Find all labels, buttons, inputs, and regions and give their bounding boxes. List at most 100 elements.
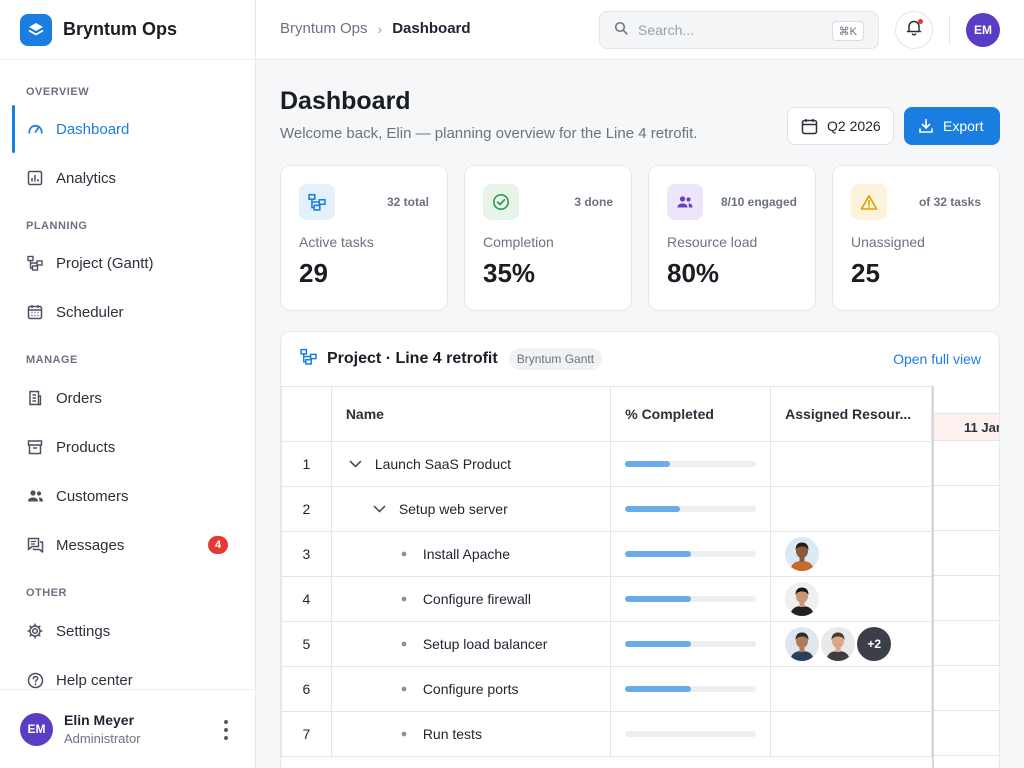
percent-cell[interactable] — [610, 441, 772, 487]
gantt-icon — [299, 184, 335, 220]
column-header-name[interactable]: Name — [330, 386, 612, 442]
gantt-panel: Project · Line 4 retrofit Bryntum Gantt … — [280, 331, 1000, 768]
sidebar-item-gantt[interactable]: Project (Gantt) — [12, 242, 244, 284]
brand[interactable]: Bryntum Ops — [0, 0, 255, 60]
notifications-button[interactable] — [895, 11, 933, 49]
people-icon — [667, 184, 703, 220]
open-full-view-link[interactable]: Open full view — [893, 351, 981, 367]
task-name-cell[interactable]: Configure ports — [330, 666, 612, 712]
progress-bar — [625, 551, 757, 557]
percent-cell[interactable] — [610, 711, 772, 757]
column-header-index — [281, 386, 332, 442]
more-options-icon[interactable] — [223, 720, 229, 740]
task-name-cell[interactable]: Launch SaaS Product — [330, 441, 612, 487]
kpi-value: 29 — [299, 258, 328, 288]
resource-avatar[interactable] — [821, 627, 856, 661]
task-name: Configure ports — [422, 681, 519, 697]
sidebar-item-settings[interactable]: Settings — [12, 610, 244, 652]
percent-cell[interactable] — [610, 666, 772, 712]
resources-cell[interactable] — [770, 486, 932, 532]
breadcrumb-root[interactable]: Bryntum Ops — [280, 20, 368, 37]
sidebar-item-analytics[interactable]: Analytics — [12, 157, 244, 199]
user-avatar[interactable]: EM — [966, 13, 1000, 47]
table-row[interactable]: 1 Launch SaaS Product — [281, 441, 932, 487]
row-index: 3 — [281, 531, 332, 577]
chevron-down-icon[interactable] — [346, 460, 366, 468]
kpi-label: Completion — [483, 234, 554, 250]
kpi-meta: of 32 tasks — [918, 195, 981, 209]
help-icon — [26, 671, 44, 689]
resource-avatar[interactable] — [785, 627, 820, 661]
task-name-cell[interactable]: Configure firewall — [330, 576, 612, 622]
progress-bar — [625, 506, 757, 512]
progress-fill — [625, 551, 691, 557]
gantt-icon — [300, 348, 317, 370]
user-card[interactable]: EM Elin Meyer Administrator — [0, 689, 255, 768]
progress-fill — [625, 506, 681, 512]
table-row[interactable]: 6 Configure ports — [281, 666, 932, 712]
progress-bar — [625, 461, 757, 467]
task-name: Run tests — [422, 726, 482, 742]
chevron-down-icon[interactable] — [370, 505, 390, 513]
breadcrumb-current: Dashboard — [392, 20, 471, 37]
table-row[interactable]: 3 Install Apache — [281, 531, 932, 577]
sidebar-item-label: Help center — [56, 671, 133, 689]
page-title: Dashboard — [280, 87, 411, 115]
period-picker-button[interactable]: Q2 2026 — [787, 107, 894, 145]
percent-cell[interactable] — [610, 576, 772, 622]
table-row[interactable]: 2 Setup web server — [281, 486, 932, 532]
sidebar-item-messages[interactable]: Messages 4 — [12, 524, 244, 566]
bell-icon — [906, 19, 922, 41]
table-row[interactable]: 7 Run tests — [281, 711, 932, 757]
resources-cell[interactable] — [770, 666, 932, 712]
app-name: Bryntum Ops — [63, 19, 178, 39]
more-resources-badge[interactable]: +2 — [857, 627, 892, 661]
sidebar-item-orders[interactable]: Orders — [12, 377, 244, 419]
timeline-header-top — [934, 386, 999, 414]
sidebar-item-help[interactable]: Help center — [12, 659, 244, 701]
section-other: OTHER — [26, 587, 67, 599]
sidebar-item-label: Products — [56, 438, 116, 456]
table-row[interactable]: 5 Setup load balancer +2 — [281, 621, 932, 667]
percent-cell[interactable] — [610, 486, 772, 532]
gantt-header: Project · Line 4 retrofit Bryntum Gantt … — [281, 332, 999, 386]
sidebar-item-customers[interactable]: Customers — [12, 475, 244, 517]
resources-cell[interactable] — [770, 531, 932, 577]
kpi-label: Unassigned — [851, 234, 925, 250]
export-label: Export — [943, 118, 984, 134]
divider — [949, 16, 950, 44]
user-name: Elin Meyer — [64, 712, 135, 728]
progress-fill — [625, 461, 670, 467]
resource-avatar[interactable] — [785, 582, 820, 616]
sidebar-item-label: Analytics — [56, 169, 117, 187]
export-button[interactable]: Export — [904, 107, 1000, 145]
resources-cell[interactable] — [770, 576, 932, 622]
column-header-completed[interactable]: % Completed — [610, 386, 772, 442]
sidebar-item-products[interactable]: Products — [12, 426, 244, 468]
kpi-value: 25 — [851, 258, 880, 288]
resources-cell[interactable] — [770, 441, 932, 487]
gantt-icon — [26, 254, 44, 272]
search-input[interactable]: Search... ⌘K — [599, 11, 879, 49]
table-row[interactable]: 4 Configure firewall — [281, 576, 932, 622]
check-circle-icon — [483, 184, 519, 220]
task-name-cell[interactable]: Install Apache — [330, 531, 612, 577]
sidebar-item-dashboard[interactable]: Dashboard — [12, 105, 244, 153]
gantt-timeline[interactable]: 11 Jan — [932, 386, 999, 768]
task-name-cell[interactable]: Setup web server — [330, 486, 612, 532]
task-name-cell[interactable]: Run tests — [330, 711, 612, 757]
chevron-right-icon: › — [377, 20, 383, 37]
resources-cell[interactable] — [770, 711, 932, 757]
kpi-value: 35% — [483, 258, 536, 288]
resources-cell[interactable]: +2 — [770, 621, 932, 667]
task-name-cell[interactable]: Setup load balancer — [330, 621, 612, 667]
sidebar-item-scheduler[interactable]: Scheduler — [12, 291, 244, 333]
resource-avatar[interactable] — [785, 537, 820, 571]
breadcrumb: Bryntum Ops › Dashboard — [280, 20, 471, 37]
column-header-resources[interactable]: Assigned Resour... — [770, 386, 932, 442]
percent-cell[interactable] — [610, 621, 772, 667]
box-icon — [26, 438, 44, 456]
percent-cell[interactable] — [610, 531, 772, 577]
row-index: 1 — [281, 441, 332, 487]
bullet-icon — [394, 686, 414, 692]
